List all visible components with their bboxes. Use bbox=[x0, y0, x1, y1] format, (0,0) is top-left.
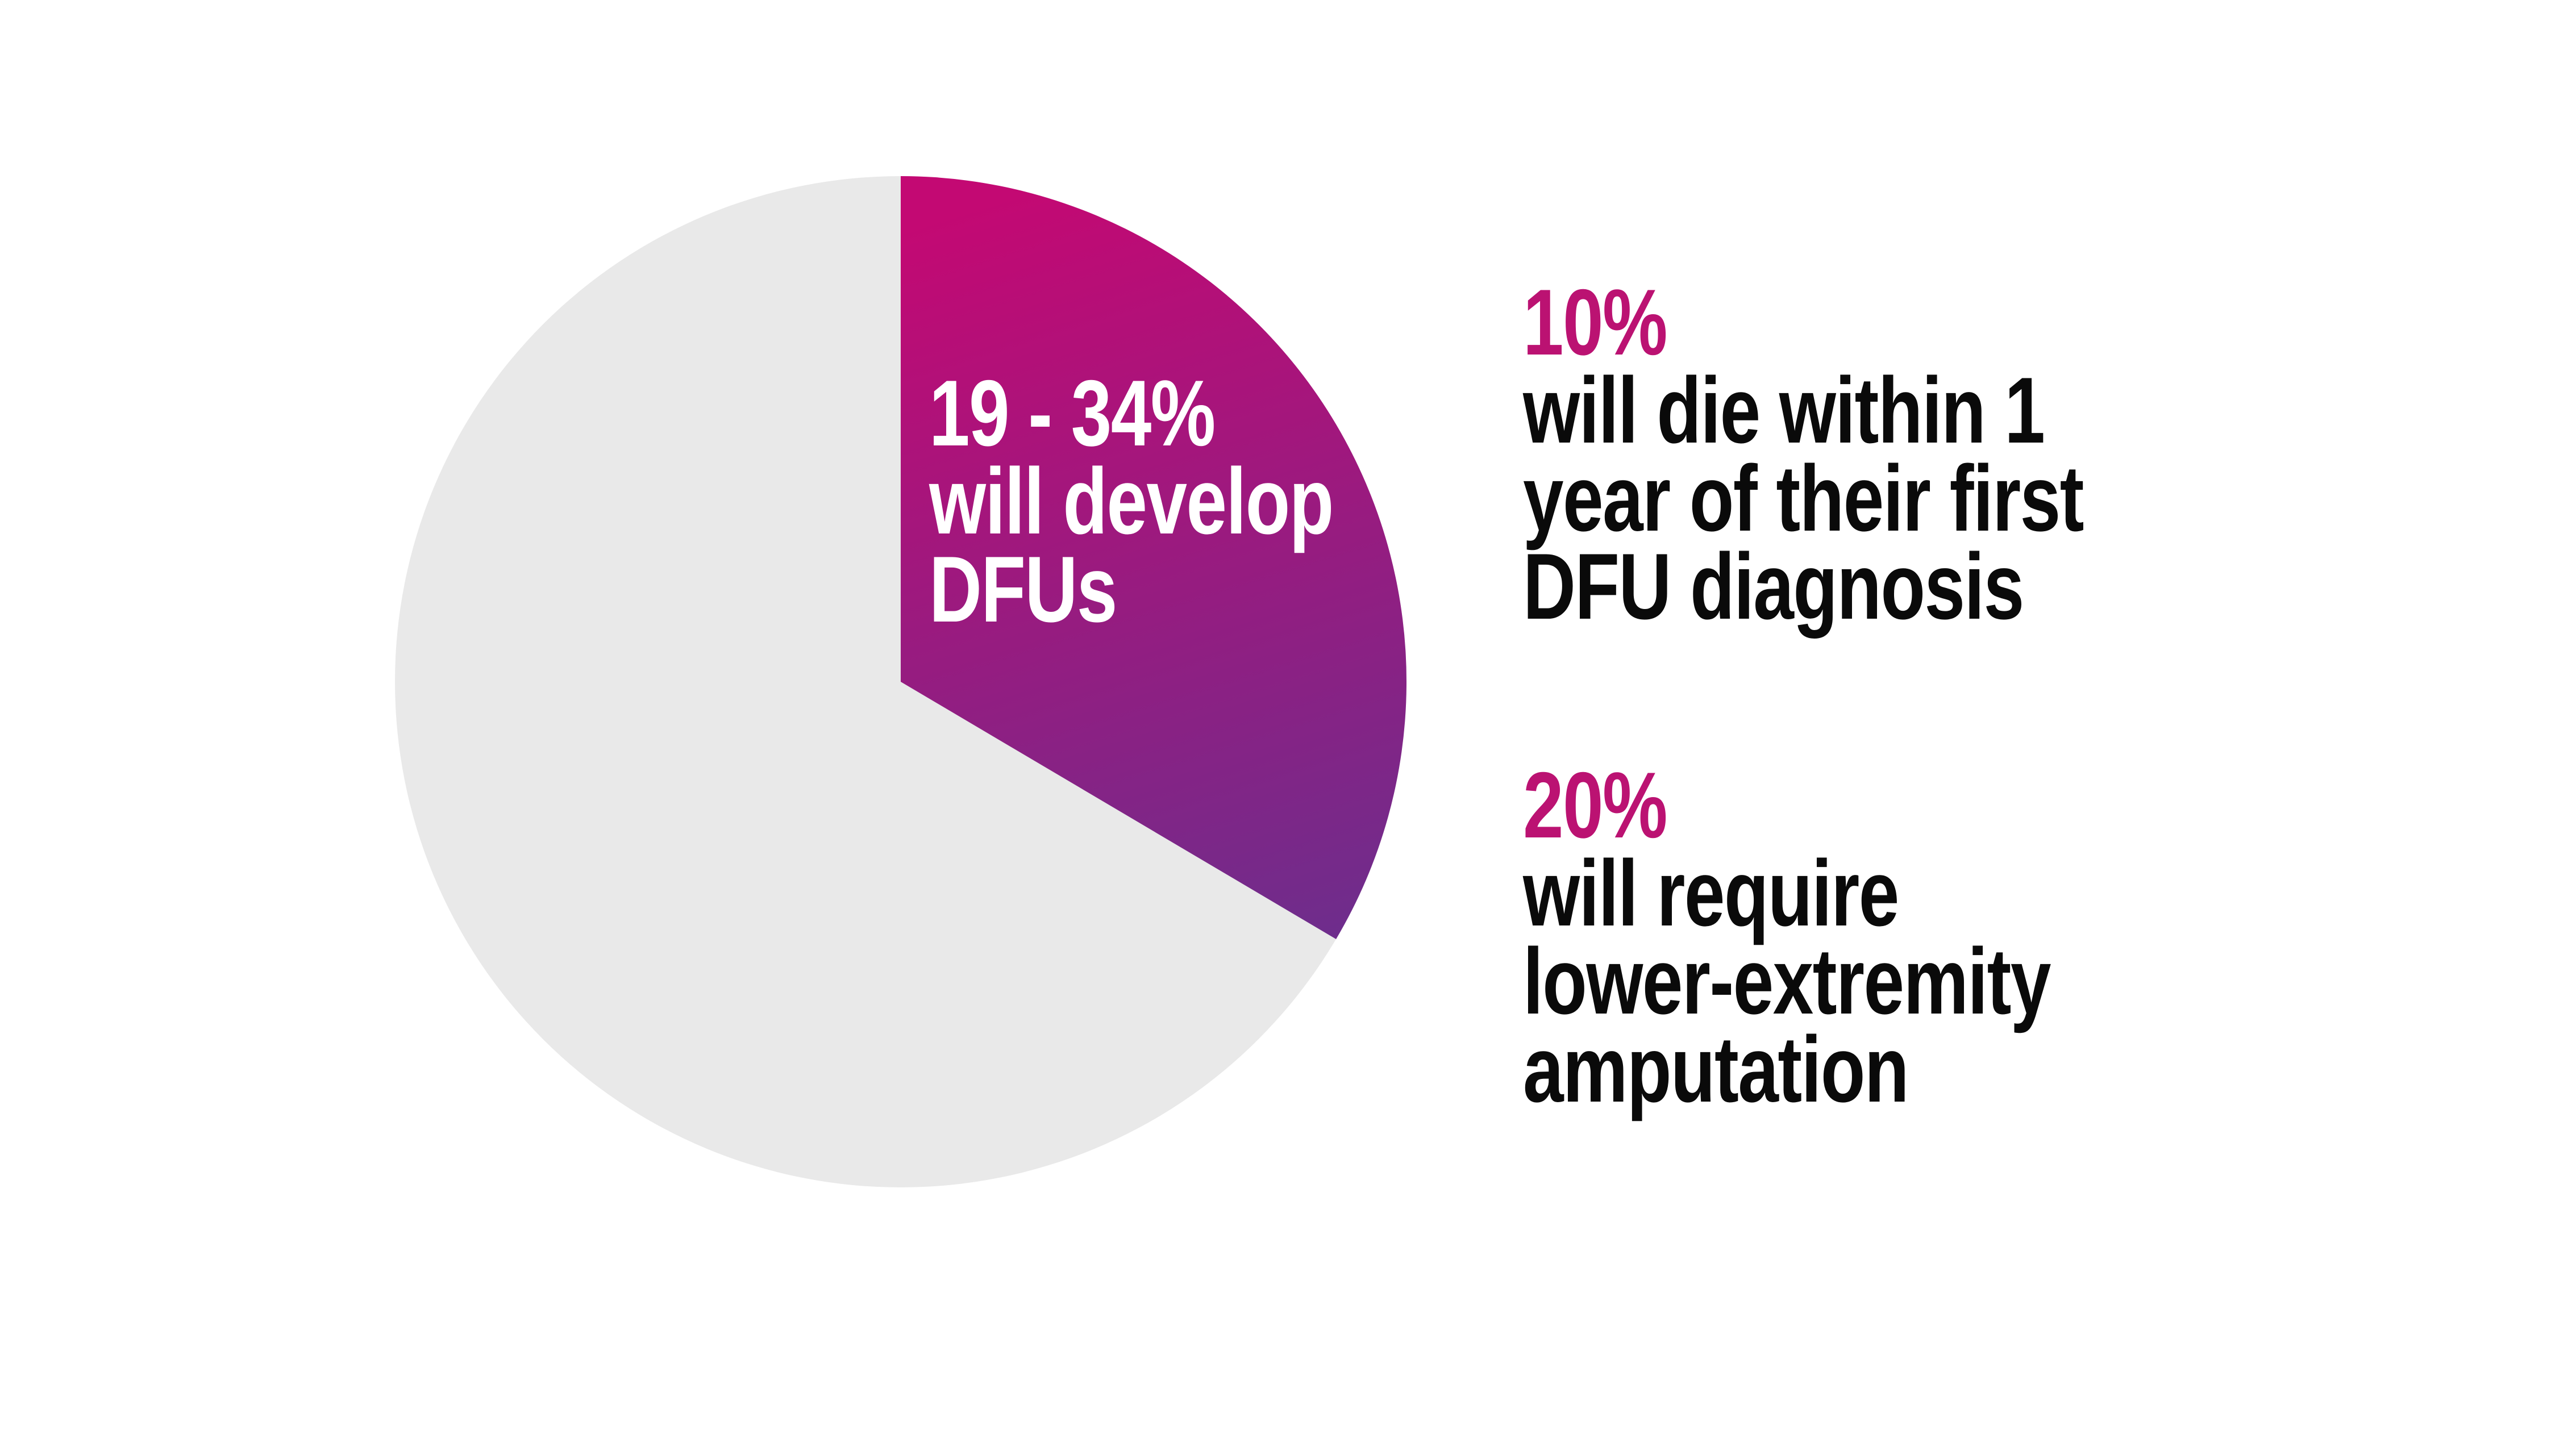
stat-value: 10% bbox=[1523, 270, 1667, 374]
pie-slice-label-line: 19 - 34% bbox=[929, 361, 1216, 465]
pie-slice-label: 19 - 34% will develop DFUs bbox=[929, 361, 1334, 641]
stat-text-line: will require bbox=[1523, 841, 1899, 945]
stat-text-line: year of their first bbox=[1523, 446, 2084, 551]
stat-text-line: will die within 1 bbox=[1523, 358, 2045, 462]
pie-slice-label-line: DFUs bbox=[929, 537, 1117, 641]
stat-text-line: DFU diagnosis bbox=[1523, 534, 2024, 639]
pie-highlight-slice bbox=[901, 176, 1407, 939]
stat-text-line: lower-extremity bbox=[1523, 929, 2051, 1033]
stat-dfu-mortality: 10% will die within 1 year of their firs… bbox=[1523, 270, 2084, 639]
pie-slice-label-line: will develop bbox=[929, 449, 1334, 553]
stat-amputation: 20% will require lower-extremity amputat… bbox=[1523, 753, 2051, 1121]
stat-text-line: amputation bbox=[1523, 1017, 1909, 1121]
stat-value: 20% bbox=[1523, 753, 1667, 857]
